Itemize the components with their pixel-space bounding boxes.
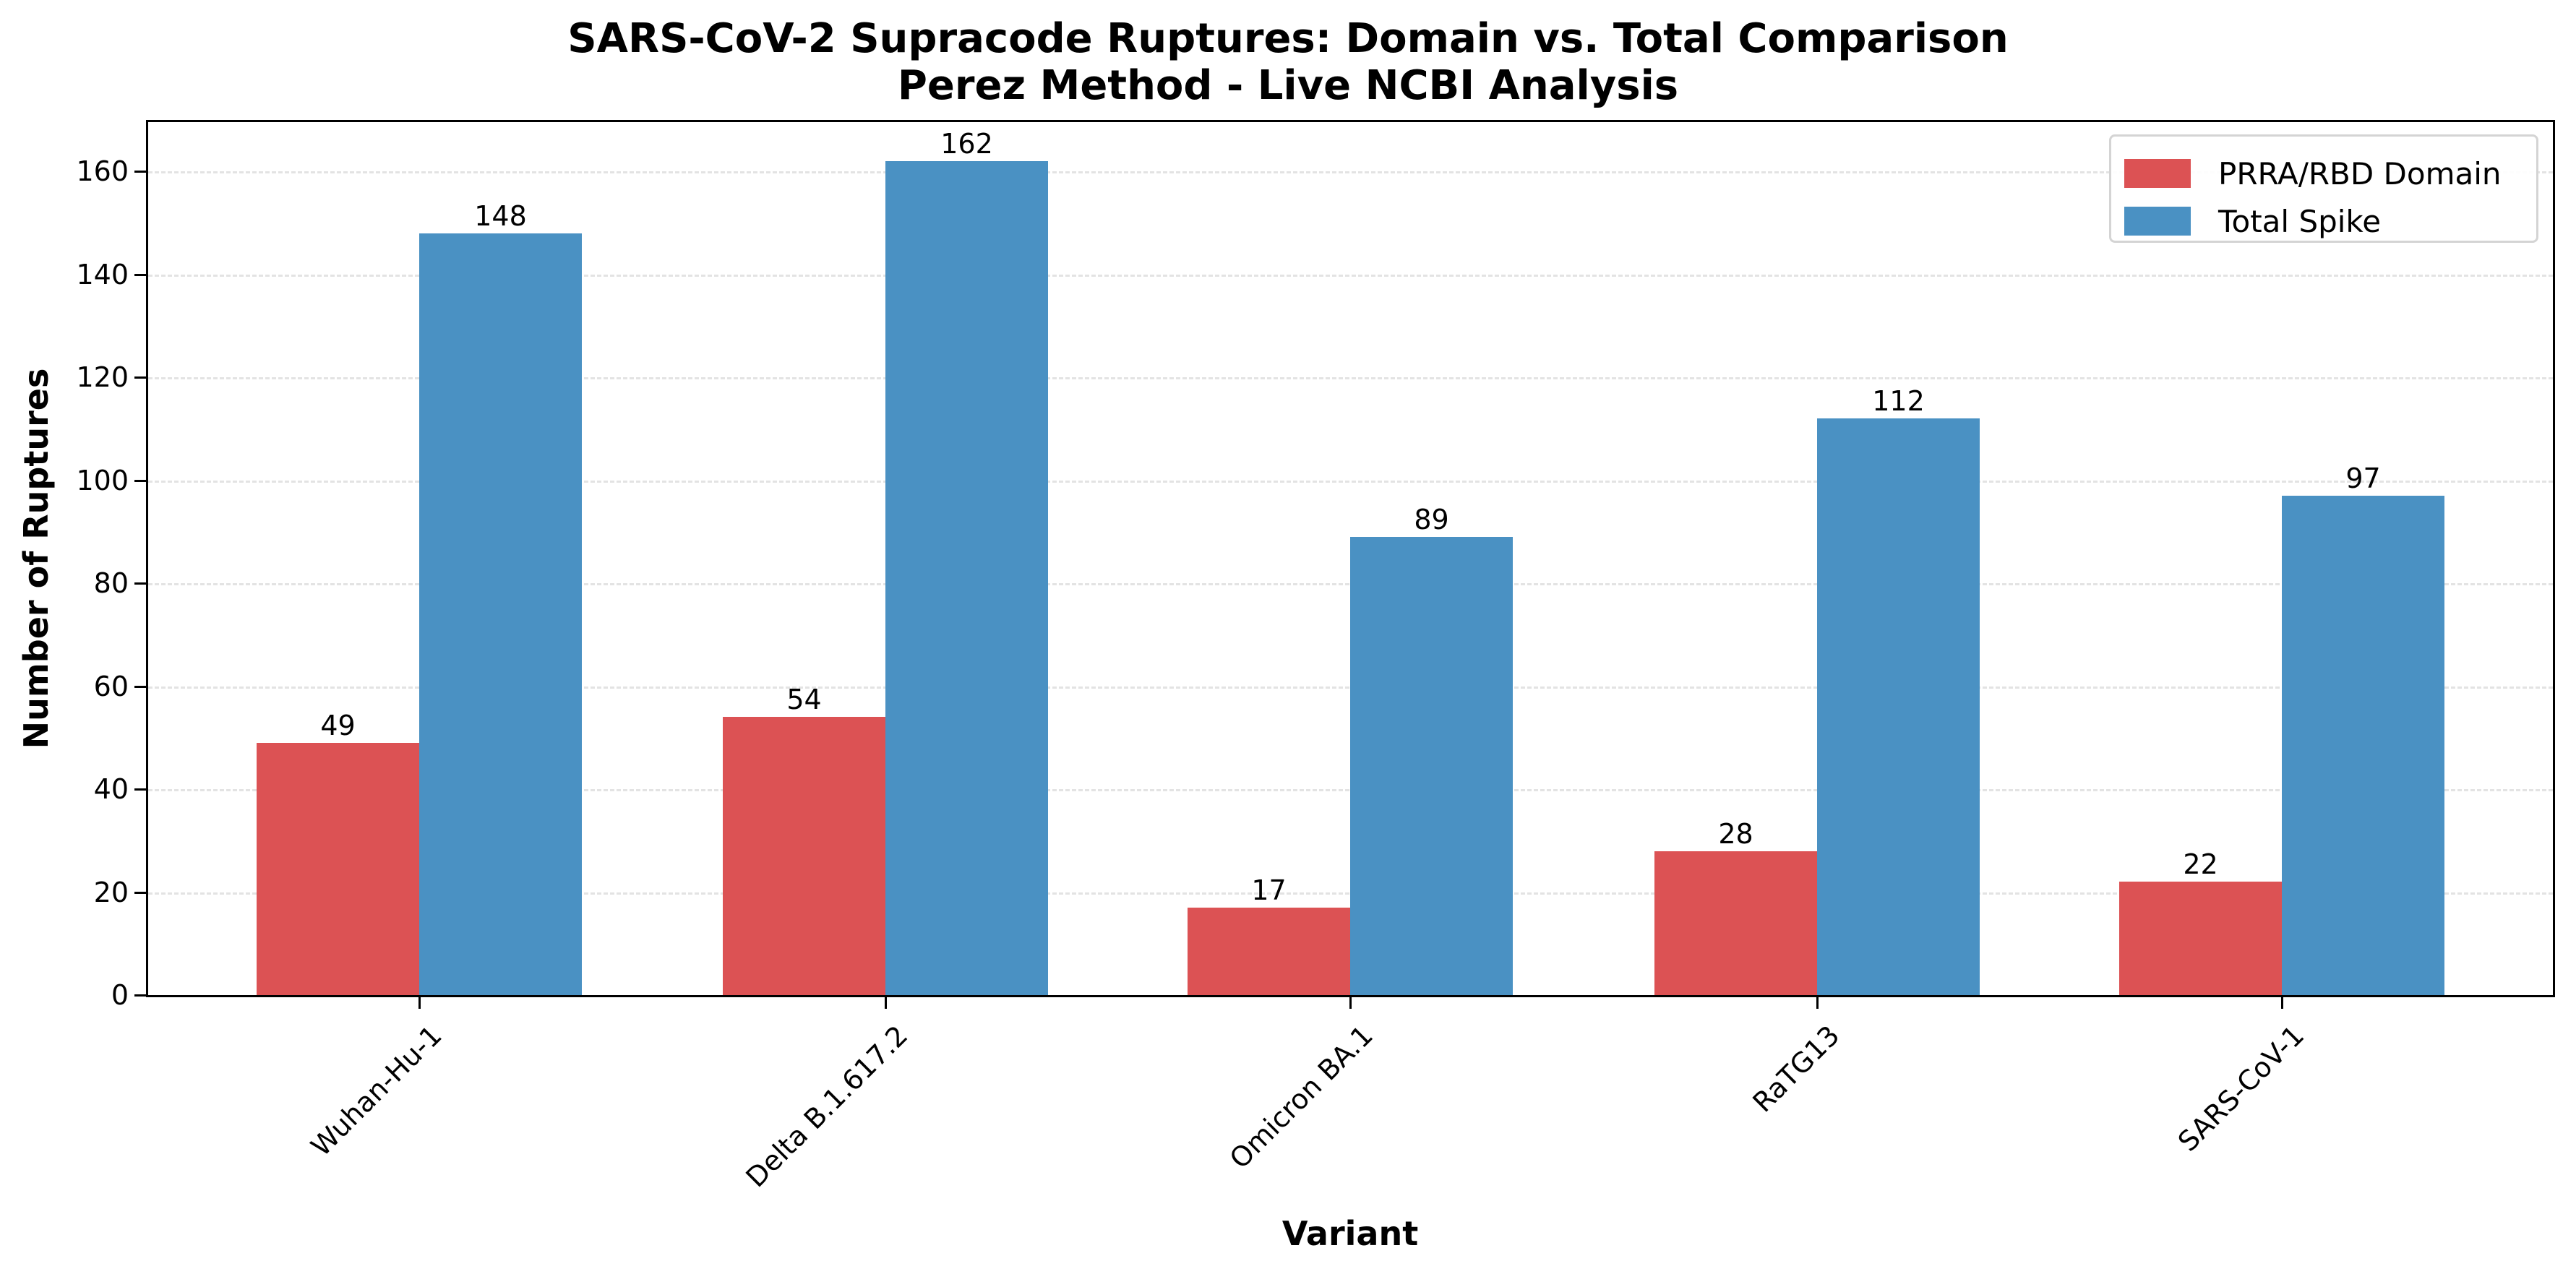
legend-label-total: Total Spike bbox=[2218, 203, 2382, 239]
bar-value-label: 97 bbox=[2345, 462, 2381, 495]
x-tick bbox=[1816, 997, 1819, 1009]
bar-total bbox=[419, 233, 582, 995]
x-tick-label: Omicron BA.1 bbox=[1223, 1019, 1379, 1175]
y-tick-label: 60 bbox=[93, 670, 129, 702]
bar-value-label: 148 bbox=[474, 199, 527, 232]
bar-total bbox=[885, 161, 1048, 995]
x-tick-label: Wuhan-Hu-1 bbox=[304, 1019, 448, 1163]
y-tick bbox=[134, 891, 146, 894]
bar-total bbox=[1817, 418, 1980, 995]
bar-domain bbox=[1188, 907, 1350, 995]
x-tick bbox=[2281, 997, 2283, 1009]
x-tick bbox=[1349, 997, 1352, 1009]
y-tick-label: 140 bbox=[76, 258, 129, 290]
y-tick-label: 120 bbox=[76, 361, 129, 394]
gridline bbox=[148, 377, 2553, 380]
bar-value-label: 112 bbox=[1872, 385, 1925, 418]
bar-value-label: 28 bbox=[1718, 817, 1753, 850]
legend-swatch-total bbox=[2124, 207, 2191, 236]
legend-swatch-domain bbox=[2124, 159, 2191, 188]
x-tick-label: RaTG13 bbox=[1746, 1019, 1846, 1119]
y-tick bbox=[134, 273, 146, 276]
bar-value-label: 89 bbox=[1414, 504, 1449, 535]
y-tick bbox=[134, 582, 146, 585]
bar-value-label: 22 bbox=[2183, 848, 2218, 881]
x-tick bbox=[885, 997, 887, 1009]
bar-value-label: 162 bbox=[940, 127, 993, 160]
gridline bbox=[148, 274, 2553, 277]
y-tick bbox=[134, 788, 146, 791]
y-tick bbox=[134, 171, 146, 173]
y-tick bbox=[134, 376, 146, 379]
y-tick bbox=[134, 685, 146, 688]
x-axis-label: Variant bbox=[1281, 1214, 1419, 1253]
bar-domain bbox=[1654, 851, 1817, 995]
y-tick-label: 20 bbox=[93, 876, 129, 908]
y-tick bbox=[134, 994, 146, 997]
y-tick bbox=[134, 479, 146, 482]
x-tick-label: SARS-CoV-1 bbox=[2171, 1019, 2311, 1158]
chart-subtitle: Perez Method - Live NCBI Analysis bbox=[897, 62, 1679, 109]
legend-label-domain: PRRA/RBD Domain bbox=[2218, 155, 2502, 191]
y-tick-label: 100 bbox=[76, 464, 129, 496]
y-tick-label: 40 bbox=[93, 773, 129, 806]
bar-value-label: 54 bbox=[786, 684, 822, 716]
legend: PRRA/RBD Domain Total Spike bbox=[2109, 134, 2538, 243]
bar-value-label: 49 bbox=[320, 709, 356, 741]
gridline bbox=[148, 171, 2553, 174]
x-tick-label: Delta B.1.617.2 bbox=[739, 1019, 914, 1194]
bar-domain bbox=[2119, 882, 2282, 995]
gridline bbox=[148, 480, 2553, 483]
y-tick-label: 80 bbox=[93, 567, 129, 600]
bar-total bbox=[1350, 537, 1513, 995]
y-tick-label: 160 bbox=[76, 155, 129, 188]
bar-total bbox=[2282, 496, 2444, 995]
chart-title: SARS-CoV-2 Supracode Ruptures: Domain vs… bbox=[567, 15, 2009, 62]
y-tick-label: 0 bbox=[111, 979, 129, 1011]
legend-item-domain: PRRA/RBD Domain bbox=[2124, 155, 2502, 191]
bar-value-label: 17 bbox=[1251, 874, 1287, 906]
bar-domain bbox=[723, 717, 885, 995]
x-tick bbox=[418, 997, 421, 1009]
bar-domain bbox=[257, 742, 419, 995]
legend-item-total: Total Spike bbox=[2124, 203, 2381, 239]
plot-area bbox=[146, 120, 2555, 997]
